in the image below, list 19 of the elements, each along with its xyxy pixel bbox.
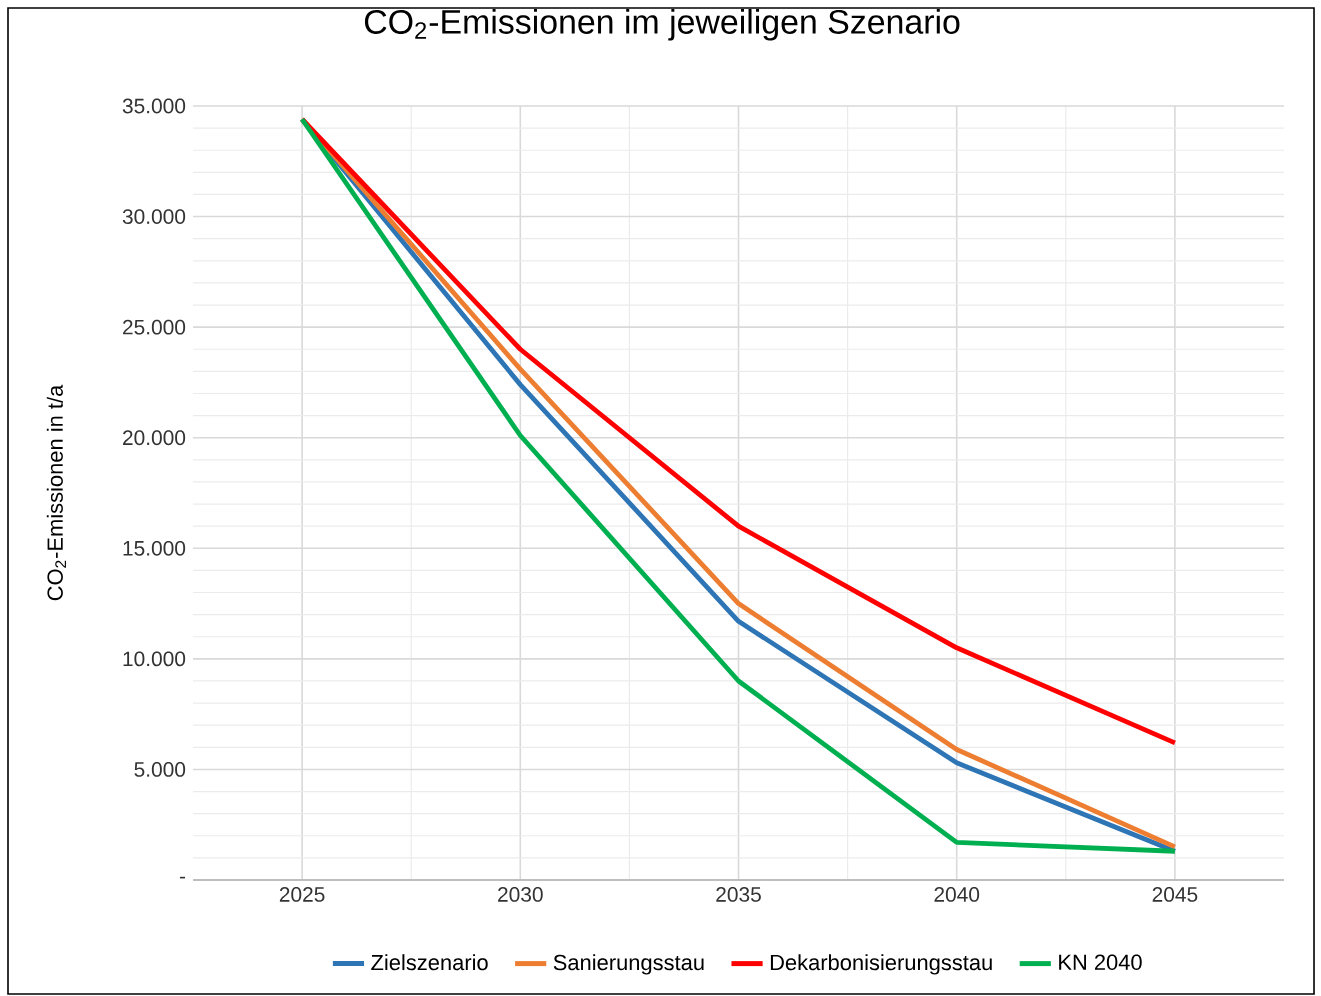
- x-tick-label: 2045: [1152, 887, 1198, 902]
- y-tick-label: 20.000: [123, 430, 186, 446]
- x-tick-label: 2040: [934, 887, 980, 902]
- legend-label: Dekarbonisierungsstau: [770, 954, 992, 975]
- y-tick-label: 5.000: [134, 762, 186, 777]
- y-tick-label: 10.000: [123, 651, 186, 667]
- x-tick-label: 2035: [716, 887, 761, 902]
- legend-label: KN 2040: [1059, 954, 1142, 970]
- chart-title: CO$_{2}$-Emissionen im jeweiligen Szenario: [364, 9, 960, 41]
- y-axis-title: CO$_{2}$-Emissionen in t/a: [46, 384, 66, 601]
- legend-label: Zielszenario: [371, 954, 488, 971]
- y-tick-label: 35.000: [122, 98, 186, 114]
- x-tick-label: 2025: [279, 887, 325, 902]
- y-tick-label: 25.000: [123, 319, 186, 335]
- y-tick-label: -: [179, 876, 186, 879]
- legend-label: Sanierungsstau: [553, 954, 704, 975]
- y-tick-label: 30.000: [122, 209, 186, 224]
- x-tick-label: 2030: [498, 887, 543, 902]
- y-tick-label: 15.000: [123, 540, 186, 556]
